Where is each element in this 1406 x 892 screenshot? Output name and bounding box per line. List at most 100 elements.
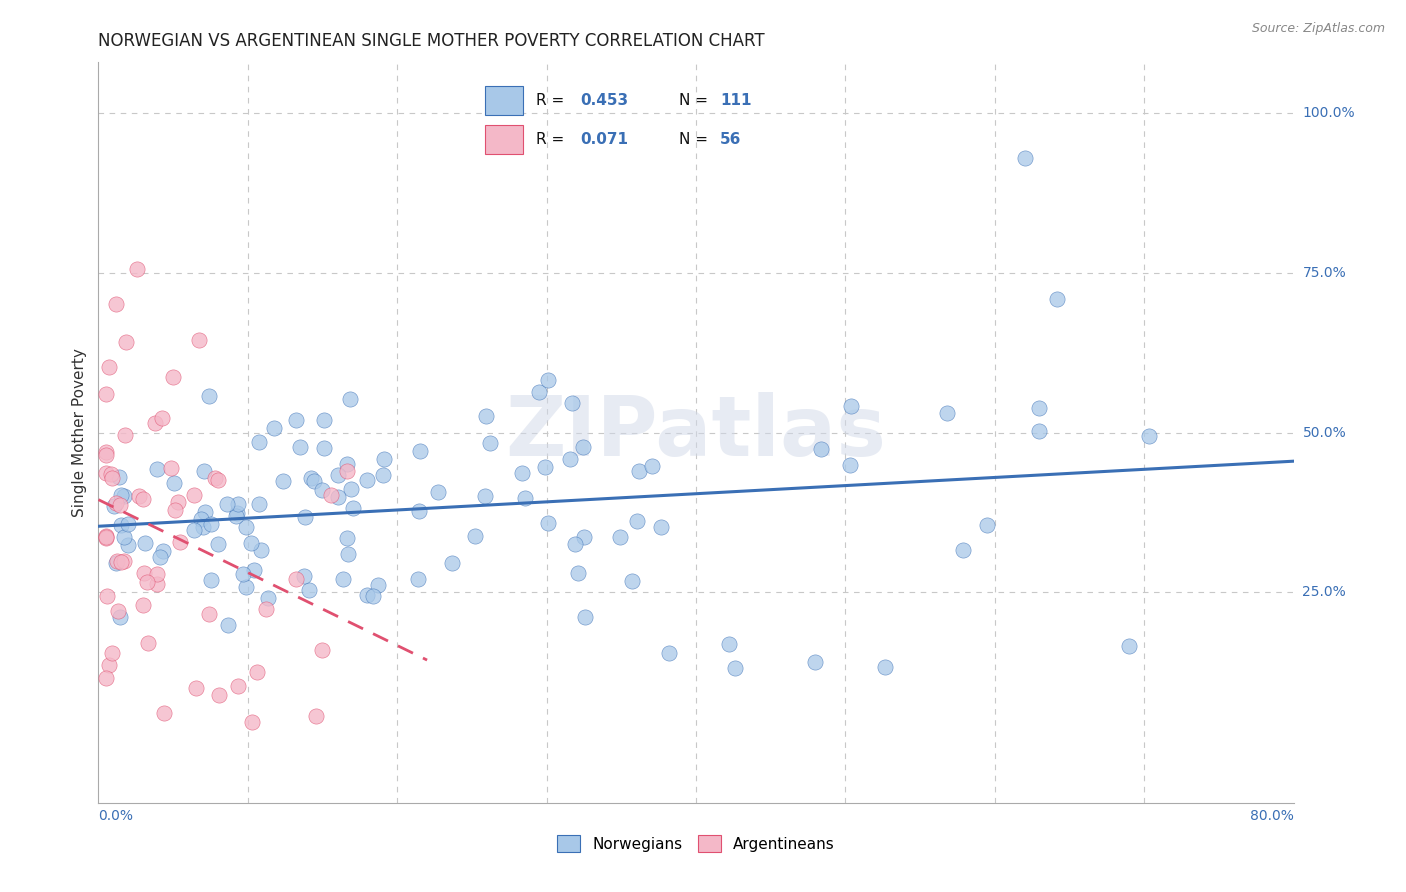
Point: [226, 497, 249, 511]
Point: [204, 470, 226, 484]
Point: [143, 417, 166, 431]
Point: [626, 514, 648, 528]
Point: [650, 520, 672, 534]
Point: [254, 602, 277, 616]
Point: [103, 500, 125, 514]
Point: [356, 588, 378, 602]
Point: [107, 604, 129, 618]
Point: [271, 475, 294, 489]
Point: [294, 509, 316, 524]
Point: [117, 538, 139, 552]
Point: [135, 575, 157, 590]
Text: 50.0%: 50.0%: [1302, 425, 1346, 440]
Point: [132, 598, 155, 612]
Point: [1014, 151, 1036, 165]
Point: [101, 471, 124, 485]
Point: [561, 396, 583, 410]
Point: [243, 564, 266, 578]
Point: [169, 535, 191, 549]
Point: [1046, 293, 1069, 307]
Point: [114, 489, 136, 503]
Point: [609, 530, 631, 544]
Point: [226, 679, 249, 693]
Point: [114, 428, 136, 442]
Point: [873, 660, 896, 674]
Point: [97, 657, 120, 672]
Point: [1028, 401, 1050, 415]
Point: [717, 637, 740, 651]
Point: [187, 334, 209, 348]
Point: [408, 572, 430, 586]
Point: [235, 580, 257, 594]
Point: [132, 566, 155, 581]
Point: [319, 488, 342, 502]
Point: [572, 529, 595, 543]
Point: [108, 610, 131, 624]
Point: [336, 458, 359, 472]
Point: [1028, 425, 1050, 439]
Point: [152, 544, 174, 558]
Point: [976, 518, 998, 533]
Point: [94, 531, 117, 545]
Point: [534, 460, 557, 475]
Point: [302, 474, 325, 488]
Point: [217, 618, 239, 632]
Point: [474, 489, 496, 503]
Text: NORWEGIAN VS ARGENTINEAN SINGLE MOTHER POVERTY CORRELATION CHART: NORWEGIAN VS ARGENTINEAN SINGLE MOTHER P…: [98, 32, 765, 50]
Point: [183, 524, 205, 538]
Point: [208, 688, 231, 702]
Point: [627, 463, 650, 477]
Point: [564, 537, 586, 551]
Point: [312, 441, 335, 455]
Point: [332, 572, 354, 586]
Point: [641, 458, 664, 473]
Point: [246, 665, 269, 679]
Point: [567, 566, 589, 580]
Point: [112, 554, 135, 568]
Point: [207, 473, 229, 487]
Point: [247, 434, 270, 449]
Point: [408, 504, 430, 518]
Point: [513, 491, 536, 506]
Point: [426, 485, 449, 500]
Point: [146, 461, 169, 475]
Point: [183, 488, 205, 502]
Point: [194, 505, 217, 519]
Point: [115, 335, 138, 350]
Text: Source: ZipAtlas.com: Source: ZipAtlas.com: [1251, 22, 1385, 36]
Point: [285, 413, 308, 427]
Point: [149, 550, 172, 565]
Point: [839, 399, 862, 413]
Point: [558, 452, 581, 467]
Point: [127, 262, 149, 277]
Point: [94, 448, 117, 462]
Point: [620, 574, 643, 589]
Point: [117, 517, 139, 532]
Point: [153, 706, 176, 720]
Point: [132, 492, 155, 507]
Point: [105, 554, 128, 568]
Point: [162, 370, 184, 384]
Text: ZIPatlas: ZIPatlas: [506, 392, 886, 473]
Point: [145, 576, 167, 591]
Point: [305, 709, 328, 723]
Point: [340, 482, 363, 496]
Point: [225, 508, 247, 523]
Point: [328, 491, 350, 505]
Point: [110, 555, 132, 569]
Text: 25.0%: 25.0%: [1302, 585, 1346, 599]
Point: [162, 475, 184, 490]
Point: [312, 413, 335, 427]
Point: [235, 520, 257, 534]
Point: [108, 470, 131, 484]
Point: [191, 520, 214, 534]
Point: [299, 471, 322, 485]
Point: [510, 467, 533, 481]
Point: [184, 681, 207, 696]
Point: [328, 468, 350, 483]
Point: [479, 436, 502, 450]
Point: [110, 488, 132, 502]
Point: [160, 460, 183, 475]
Point: [215, 497, 238, 511]
Text: 80.0%: 80.0%: [1250, 809, 1294, 823]
